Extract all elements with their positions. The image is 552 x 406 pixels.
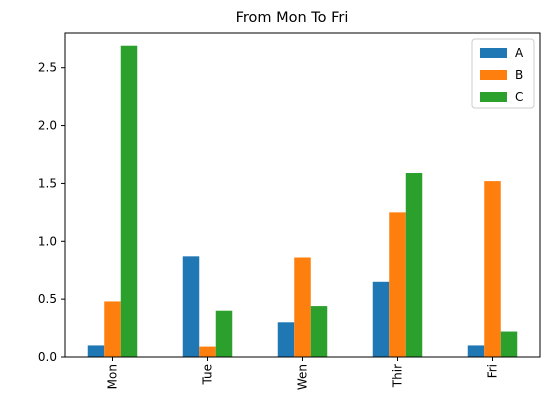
legend-label-B: B — [515, 68, 523, 82]
bar-A-Fri — [467, 345, 485, 357]
bar-C-Mon — [120, 45, 138, 357]
bar-C-Fri — [500, 331, 518, 357]
bar-B-Tue — [199, 346, 216, 357]
bar-B-Thir — [389, 212, 406, 357]
y-tick-label: 0.0 — [38, 350, 57, 364]
x-tick-label-tue: Tue — [201, 364, 215, 386]
plot-area: 0.0 0.5 1.0 1.5 2.0 2.5 Mon Tue Wen Thir Fri — [38, 32, 541, 390]
bars-layer — [87, 45, 518, 357]
bar-C-Thir — [405, 173, 423, 357]
x-tick-label-wen: Wen — [296, 364, 310, 390]
bar-A-Mon — [87, 345, 105, 357]
chart-title: From Mon To Fri — [236, 10, 349, 26]
y-tick-label: 2.5 — [38, 61, 57, 75]
bar-A-Tue — [182, 256, 200, 357]
x-axis: Mon Tue Wen Thir Fri — [106, 357, 500, 390]
axes-frame — [64, 32, 541, 358]
legend-swatch-C — [480, 92, 507, 102]
x-tick-label-fri: Fri — [486, 364, 500, 378]
bar-B-Mon — [104, 301, 121, 357]
bar-C-Tue — [215, 310, 233, 357]
x-tick-label-mon: Mon — [106, 364, 120, 389]
bar-B-Fri — [484, 181, 501, 357]
y-tick-label: 1.5 — [38, 176, 57, 190]
bar-B-Wen — [294, 257, 311, 357]
legend: ABC — [471, 38, 535, 109]
y-axis: 0.0 0.5 1.0 1.5 2.0 2.5 — [38, 61, 65, 364]
y-tick-label: 1.0 — [38, 234, 57, 248]
y-tick-label: 0.5 — [38, 292, 57, 306]
legend-swatch-B — [480, 70, 507, 80]
legend-label-C: C — [515, 90, 523, 104]
bar-C-Wen — [310, 306, 328, 357]
x-tick-label-thir: Thir — [391, 364, 405, 388]
bar-A-Wen — [277, 322, 295, 357]
y-tick-label: 2.0 — [38, 119, 57, 133]
legend-swatch-A — [480, 48, 507, 58]
bar-A-Thir — [372, 281, 390, 357]
legend-label-A: A — [515, 46, 524, 60]
